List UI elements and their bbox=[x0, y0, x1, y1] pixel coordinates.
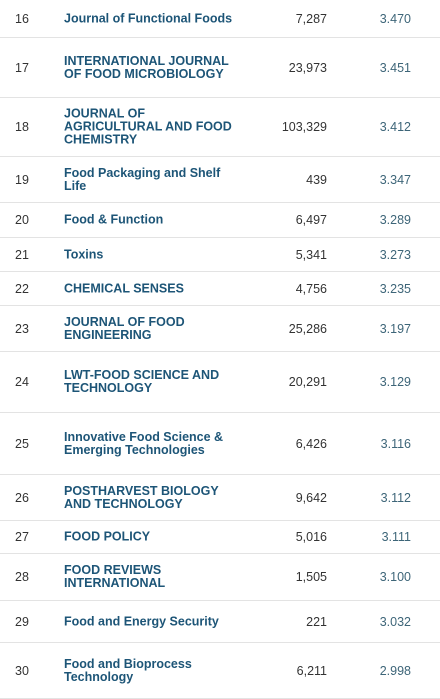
journal-name[interactable]: INTERNATIONAL JOURNAL OF FOOD MICROBIOLO… bbox=[64, 53, 229, 81]
table-row: 26 POSTHARVEST BIOLOGY AND TECHNOLOGY 9,64… bbox=[0, 475, 440, 521]
rank: 19 bbox=[15, 172, 29, 187]
rank: 28 bbox=[15, 570, 29, 584]
impact-factor: 3.273 bbox=[379, 247, 411, 262]
impact-factor: 3.235 bbox=[379, 281, 411, 296]
citations: 7,287 bbox=[295, 11, 327, 26]
citations: 25,286 bbox=[288, 321, 327, 336]
journal-name[interactable]: Toxins bbox=[64, 247, 104, 261]
impact-factor: 3.116 bbox=[380, 436, 411, 451]
rank: 27 bbox=[15, 530, 29, 544]
impact-factor: 3.032 bbox=[379, 614, 411, 629]
table-row: 30 Food and Bioprocess Technology 6,211 2.9… bbox=[0, 643, 440, 699]
citations: 5,341 bbox=[295, 247, 327, 262]
impact-factor: 3.470 bbox=[379, 11, 411, 26]
rank: 20 bbox=[15, 213, 29, 227]
citations: 103,329 bbox=[281, 120, 327, 134]
journal-name[interactable]: LWT-FOOD SCIENCE AND TECHNOLOGY bbox=[64, 368, 220, 395]
journal-name[interactable]: JOURNAL OF FOOD ENGINEERING bbox=[64, 314, 185, 342]
impact-factor: 3.100 bbox=[379, 570, 411, 584]
impact-factor: 3.289 bbox=[379, 213, 411, 227]
rank: 25 bbox=[15, 436, 29, 451]
rank: 29 bbox=[15, 614, 29, 629]
table-row: 28 FOOD REVIEWS INTERNATIONAL 1,505 3.100 bbox=[0, 554, 440, 601]
journal-name[interactable]: Innovative Food Science & Emerging Techn… bbox=[64, 429, 224, 457]
table-row: 24 LWT-FOOD SCIENCE AND TECHNOLOGY 20,291 3… bbox=[0, 352, 440, 413]
citations: 439 bbox=[306, 172, 327, 187]
rank: 21 bbox=[15, 247, 29, 262]
rank: 18 bbox=[15, 120, 29, 134]
rank: 26 bbox=[15, 490, 29, 505]
table-row: 25 Innovative Food Science & Emerging Tec… bbox=[0, 413, 440, 475]
journal-name[interactable]: Food Packaging and Shelf Life bbox=[64, 165, 221, 193]
impact-factor: 3.412 bbox=[379, 120, 411, 134]
citations: 20,291 bbox=[288, 375, 327, 389]
citations: 9,642 bbox=[295, 490, 327, 505]
journal-name[interactable]: CHEMICAL SENSES bbox=[64, 281, 184, 295]
citations: 221 bbox=[306, 614, 327, 629]
citations: 1,505 bbox=[295, 570, 327, 584]
impact-factor: 3.197 bbox=[379, 321, 411, 336]
journal-name[interactable]: POSTHARVEST BIOLOGY AND TECHNOLOGY bbox=[64, 483, 219, 511]
table-row: 18 JOURNAL OF AGRICULTURAL AND FOOD CHEMI… bbox=[0, 98, 440, 157]
citations: 5,016 bbox=[295, 530, 327, 544]
impact-factor: 3.451 bbox=[379, 60, 411, 75]
citations: 6,426 bbox=[295, 436, 327, 451]
table-row: 29 Food and Energy Security 221 3.032 bbox=[0, 601, 440, 643]
rank: 16 bbox=[15, 11, 29, 26]
rank: 23 bbox=[15, 321, 29, 336]
table-row: 19 Food Packaging and Shelf Life 439 3.347 bbox=[0, 157, 440, 203]
table-row: 20 Food & Function 6,497 3.289 bbox=[0, 203, 440, 238]
table-row: 17 INTERNATIONAL JOURNAL OF FOOD MICROBIO… bbox=[0, 38, 440, 98]
table-row: 21 Toxins 5,341 3.273 bbox=[0, 238, 440, 272]
journal-name[interactable]: FOOD REVIEWS INTERNATIONAL bbox=[64, 563, 166, 590]
journal-name[interactable]: Food and Bioprocess Technology bbox=[64, 656, 192, 684]
table-row: 16 Journal of Functional Foods 7,287 3.470 bbox=[0, 0, 440, 38]
impact-factor: 2.998 bbox=[379, 663, 411, 678]
impact-factor: 3.112 bbox=[380, 490, 411, 505]
rank: 30 bbox=[15, 663, 29, 678]
journal-name[interactable]: JOURNAL OF AGRICULTURAL AND FOOD CHEMIST… bbox=[64, 106, 232, 147]
impact-factor: 3.129 bbox=[379, 375, 411, 389]
table-row: 22 CHEMICAL SENSES 4,756 3.235 bbox=[0, 272, 440, 306]
citations: 23,973 bbox=[288, 60, 327, 75]
journal-name[interactable]: Food and Energy Security bbox=[64, 614, 219, 628]
table-row: 27 FOOD POLICY 5,016 3.111 bbox=[0, 521, 440, 554]
journal-name[interactable]: Food & Function bbox=[64, 212, 164, 227]
rank: 22 bbox=[15, 281, 29, 296]
citations: 4,756 bbox=[295, 281, 327, 296]
rank: 17 bbox=[15, 60, 29, 75]
journal-name[interactable]: Journal of Functional Foods bbox=[64, 11, 233, 25]
impact-factor: 3.347 bbox=[379, 172, 411, 187]
citations: 6,497 bbox=[295, 213, 327, 227]
impact-factor: 3.111 bbox=[381, 530, 411, 544]
rank: 24 bbox=[15, 375, 29, 389]
table-row: 23 JOURNAL OF FOOD ENGINEERING 25,286 3.197 bbox=[0, 306, 440, 352]
journal-name[interactable]: FOOD POLICY bbox=[64, 529, 151, 544]
citations: 6,211 bbox=[296, 663, 327, 678]
